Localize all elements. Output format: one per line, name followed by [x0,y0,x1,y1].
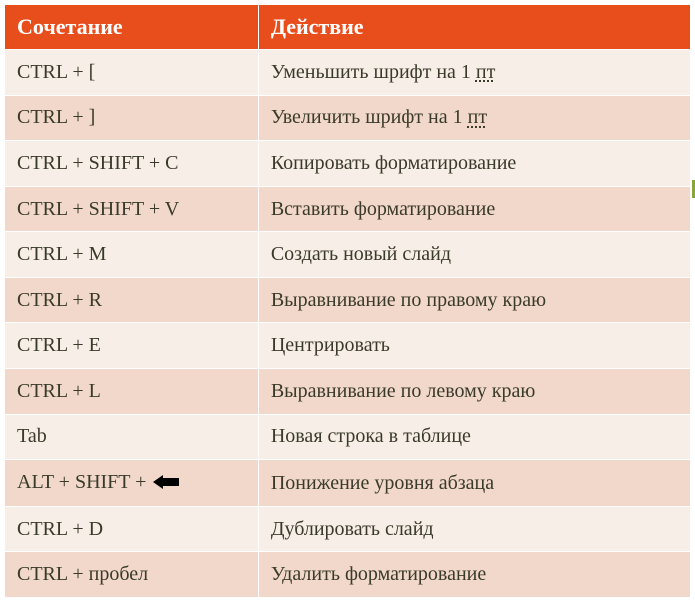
cell-action: Удалить форматирование [258,552,690,598]
table-row: Tab Новая строка в таблице [5,414,691,460]
table-row: CTRL + R Выравнивание по правому краю [5,277,691,323]
col-header-action: Действие [258,5,690,50]
cell-shortcut: ALT + SHIFT + [5,460,259,507]
table-row: CTRL + SHIFT + V Вставить форматирование [5,186,691,232]
action-text: Вставить форматирование [271,198,495,220]
action-text: Уменьшить шрифт на 1 [271,61,476,83]
shortcut-text: CTRL + SHIFT + C [17,152,178,174]
table-row: CTRL + M Создать новый слайд [5,232,691,278]
shortcut-text: CTRL + SHIFT + V [17,198,179,220]
cell-shortcut: CTRL + [ [5,50,259,96]
shortcut-text: CTRL + E [17,334,101,356]
cell-action: Центрировать [258,323,690,369]
action-text: Создать новый слайд [271,243,451,265]
shortcut-text: CTRL + R [17,289,102,311]
action-text: Копировать форматирование [271,152,516,174]
action-underlined: пт [468,106,487,128]
table-row: CTRL + D Дублировать слайд [5,506,691,552]
cell-shortcut: CTRL + M [5,232,259,278]
cell-shortcut: CTRL + E [5,323,259,369]
cell-action: Понижение уровня абзаца [258,460,690,507]
col-header-shortcut: Сочетание [5,5,259,50]
cell-action: Выравнивание по правому краю [258,277,690,323]
action-text: Увеличить шрифт на 1 [271,106,468,128]
arrow-left-icon [153,472,179,495]
action-text: Центрировать [271,334,390,356]
table-row: CTRL + E Центрировать [5,323,691,369]
action-text: Выравнивание по левому краю [271,380,536,402]
shortcut-text: ALT + SHIFT + [17,471,151,493]
shortcut-text: CTRL + M [17,243,106,265]
shortcut-text: CTRL + ] [17,106,95,128]
table-row: CTRL + [ Уменьшить шрифт на 1 пт [5,50,691,96]
cell-shortcut: Tab [5,414,259,460]
table-row: CTRL + SHIFT + C Копировать форматировани… [5,141,691,187]
action-text: Дублировать слайд [271,518,434,540]
cell-shortcut: CTRL + SHIFT + V [5,186,259,232]
shortcuts-table-container: Сочетание Действие CTRL + [ Уменьшить шри… [0,0,695,602]
action-underlined: пт [476,61,495,83]
cell-action: Вставить форматирование [258,186,690,232]
table-row: ALT + SHIFT + Понижение уровня абзаца [5,460,691,507]
cell-action: Увеличить шрифт на 1 пт [258,95,690,141]
cell-shortcut: CTRL + ] [5,95,259,141]
shortcut-text: CTRL + пробел [17,563,148,585]
cell-shortcut: CTRL + L [5,369,259,415]
table-row: CTRL + ] Увеличить шрифт на 1 пт [5,95,691,141]
cell-shortcut: CTRL + пробел [5,552,259,598]
action-text: Понижение уровня абзаца [271,472,494,494]
action-text: Новая строка в таблице [271,425,471,447]
cell-action: Создать новый слайд [258,232,690,278]
cell-action: Выравнивание по левому краю [258,369,690,415]
shortcut-text: Tab [17,425,47,447]
cell-shortcut: CTRL + SHIFT + C [5,141,259,187]
cell-action: Уменьшить шрифт на 1 пт [258,50,690,96]
cell-action: Дублировать слайд [258,506,690,552]
cell-shortcut: CTRL + R [5,277,259,323]
shortcuts-table: Сочетание Действие CTRL + [ Уменьшить шри… [4,4,691,598]
shortcut-text: CTRL + D [17,518,103,540]
shortcut-text: CTRL + [ [17,61,95,83]
cell-action: Копировать форматирование [258,141,690,187]
shortcut-text: CTRL + L [17,380,101,402]
action-text: Удалить форматирование [271,563,486,585]
cell-shortcut: CTRL + D [5,506,259,552]
action-text: Выравнивание по правому краю [271,289,546,311]
cell-action: Новая строка в таблице [258,414,690,460]
table-header-row: Сочетание Действие [5,5,691,50]
table-row: CTRL + L Выравнивание по левому краю [5,369,691,415]
table-row: CTRL + пробел Удалить форматирование [5,552,691,598]
